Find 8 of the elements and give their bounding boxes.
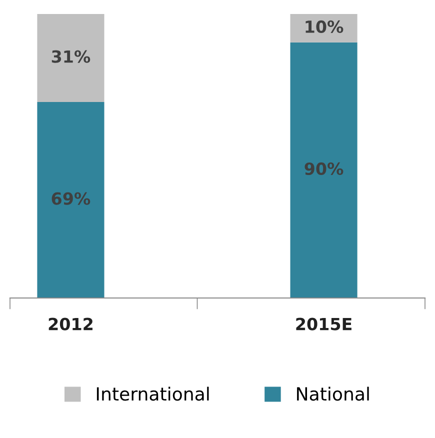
legend-label: National — [297, 386, 369, 401]
x-tick-label: 2012 — [48, 318, 92, 330]
legend-label: International — [96, 386, 209, 401]
data-label: 10% — [306, 20, 344, 34]
data-label: 31% — [52, 50, 90, 63]
x-tick-label: 2015E — [296, 318, 352, 330]
data-label: 69% — [52, 192, 90, 205]
data-label: 90% — [304, 162, 344, 176]
